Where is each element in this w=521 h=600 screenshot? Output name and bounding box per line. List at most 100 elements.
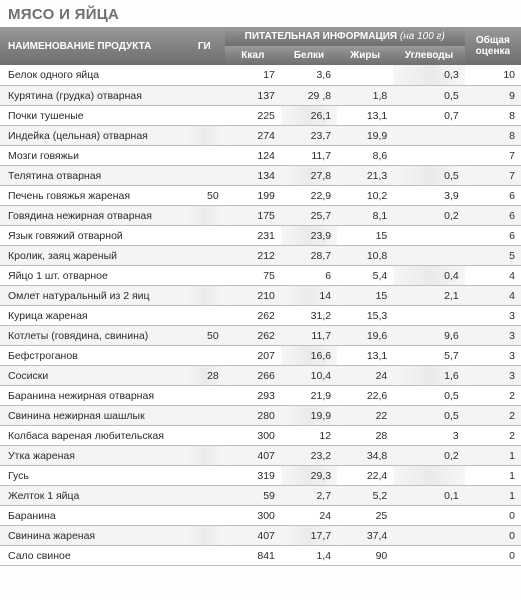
- cell-kcal: 266: [225, 365, 281, 385]
- cell-kcal: 137: [225, 85, 281, 105]
- cell-name: Кролик, заяц жареный: [0, 245, 184, 265]
- cell-kcal: 207: [225, 345, 281, 365]
- col-header-rating: Общая оценка: [465, 27, 521, 65]
- cell-fat: 28: [337, 425, 393, 445]
- cell-fat: 37,4: [337, 525, 393, 545]
- cell-gi: [184, 85, 225, 105]
- cell-fat: 13,1: [337, 345, 393, 365]
- cell-gi: [184, 285, 225, 305]
- cell-rating: 2: [465, 405, 521, 425]
- cell-carb: 9,6: [393, 325, 465, 345]
- cell-name: Почки тушеные: [0, 105, 184, 125]
- cell-protein: 11,7: [281, 145, 337, 165]
- table-row: Сосиски2826610,4241,63: [0, 365, 521, 385]
- cell-carb: [393, 505, 465, 525]
- table-row: Утка жареная40723,234,80,21: [0, 445, 521, 465]
- nutrition-sub: (на 100 г): [400, 31, 445, 42]
- cell-carb: 1,6: [393, 365, 465, 385]
- table-row: Свинина нежирная шашлык28019,9220,52: [0, 405, 521, 425]
- cell-gi: [184, 345, 225, 365]
- table-row: Свинина жареная40717,737,40: [0, 525, 521, 545]
- table-row: Омлет натуральный из 2 яиц21014152,14: [0, 285, 521, 305]
- cell-gi: [184, 225, 225, 245]
- cell-gi: [184, 445, 225, 465]
- table-row: Желток 1 яйца592,75,20,11: [0, 485, 521, 505]
- cell-protein: 23,9: [281, 225, 337, 245]
- cell-gi: [184, 145, 225, 165]
- cell-rating: 3: [465, 305, 521, 325]
- cell-gi: 50: [184, 185, 225, 205]
- cell-protein: 11,7: [281, 325, 337, 345]
- cell-kcal: 300: [225, 425, 281, 445]
- cell-fat: 25: [337, 505, 393, 525]
- cell-name: Сосиски: [0, 365, 184, 385]
- cell-carb: [393, 125, 465, 145]
- cell-gi: 28: [184, 365, 225, 385]
- cell-kcal: 134: [225, 165, 281, 185]
- table-row: Язык говяжий отварной23123,9156: [0, 225, 521, 245]
- cell-kcal: 17: [225, 65, 281, 85]
- cell-rating: 2: [465, 385, 521, 405]
- cell-rating: 10: [465, 65, 521, 85]
- cell-gi: [184, 305, 225, 325]
- cell-rating: 1: [465, 465, 521, 485]
- cell-kcal: 212: [225, 245, 281, 265]
- col-header-nutrition-group: ПИТАТЕЛЬНАЯ ИНФОРМАЦИЯ (на 100 г): [225, 27, 465, 46]
- cell-fat: 90: [337, 545, 393, 565]
- cell-rating: 8: [465, 105, 521, 125]
- cell-protein: 2,7: [281, 485, 337, 505]
- cell-gi: [184, 105, 225, 125]
- table-row: Почки тушеные22526,113,10,78: [0, 105, 521, 125]
- cell-rating: 4: [465, 265, 521, 285]
- cell-carb: 0,7: [393, 105, 465, 125]
- cell-protein: 16,6: [281, 345, 337, 365]
- cell-rating: 6: [465, 225, 521, 245]
- cell-fat: 15: [337, 285, 393, 305]
- table-row: Баранина30024250: [0, 505, 521, 525]
- cell-kcal: 274: [225, 125, 281, 145]
- cell-name: Омлет натуральный из 2 яиц: [0, 285, 184, 305]
- cell-fat: 8,6: [337, 145, 393, 165]
- cell-carb: 0,3: [393, 65, 465, 85]
- col-header-protein: Белки: [281, 46, 337, 65]
- cell-kcal: 59: [225, 485, 281, 505]
- col-header-kcal: Ккал: [225, 46, 281, 65]
- cell-name: Белок одного яйца: [0, 65, 184, 85]
- cell-fat: 19,6: [337, 325, 393, 345]
- cell-kcal: 262: [225, 305, 281, 325]
- cell-fat: 24: [337, 365, 393, 385]
- cell-gi: [184, 245, 225, 265]
- col-header-fat: Жиры: [337, 46, 393, 65]
- cell-rating: 8: [465, 125, 521, 145]
- cell-name: Свинина нежирная шашлык: [0, 405, 184, 425]
- cell-carb: 0,1: [393, 485, 465, 505]
- cell-name: Баранина нежирная отварная: [0, 385, 184, 405]
- cell-kcal: 300: [225, 505, 281, 525]
- cell-protein: 23,2: [281, 445, 337, 465]
- cell-name: Котлеты (говядина, свинина): [0, 325, 184, 345]
- cell-rating: 3: [465, 345, 521, 365]
- table-body: Белок одного яйца173,60,310Курятина (гру…: [0, 65, 521, 565]
- cell-rating: 4: [465, 285, 521, 305]
- cell-name: Яйцо 1 шт. отварное: [0, 265, 184, 285]
- cell-name: Говядина нежирная отварная: [0, 205, 184, 225]
- col-header-name: НАИМЕНОВАНИЕ ПРОДУКТА: [0, 27, 184, 65]
- cell-rating: 1: [465, 485, 521, 505]
- cell-fat: 5,2: [337, 485, 393, 505]
- cell-protein: 23,7: [281, 125, 337, 145]
- nutrition-table: НАИМЕНОВАНИЕ ПРОДУКТА ГИ ПИТАТЕЛЬНАЯ ИНФ…: [0, 27, 521, 566]
- table-row: Гусь31929,322,41: [0, 465, 521, 485]
- col-header-gi: ГИ: [184, 27, 225, 65]
- cell-gi: [184, 405, 225, 425]
- cell-name: Язык говяжий отварной: [0, 225, 184, 245]
- cell-kcal: 262: [225, 325, 281, 345]
- cell-fat: 34,8: [337, 445, 393, 465]
- cell-kcal: 225: [225, 105, 281, 125]
- table-row: Курятина (грудка) отварная13729 ,81,80,5…: [0, 85, 521, 105]
- cell-protein: 22,9: [281, 185, 337, 205]
- cell-carb: 3: [393, 425, 465, 445]
- cell-rating: 0: [465, 505, 521, 525]
- page-title: МЯСО И ЯЙЦА: [0, 0, 521, 27]
- cell-gi: [184, 545, 225, 565]
- cell-fat: 5,4: [337, 265, 393, 285]
